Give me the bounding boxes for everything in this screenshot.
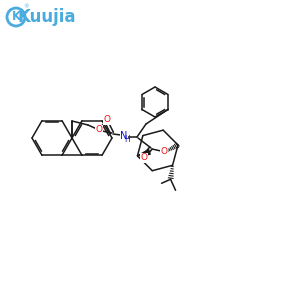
Text: N: N: [120, 131, 128, 141]
Polygon shape: [137, 149, 150, 156]
Text: K: K: [11, 11, 21, 23]
Text: O: O: [95, 125, 103, 134]
Text: O: O: [140, 154, 148, 163]
Text: H: H: [124, 136, 130, 145]
Text: Kuujia: Kuujia: [18, 8, 76, 26]
Text: O: O: [103, 116, 110, 124]
Text: O: O: [160, 148, 167, 157]
Text: ®: ®: [23, 4, 29, 10]
